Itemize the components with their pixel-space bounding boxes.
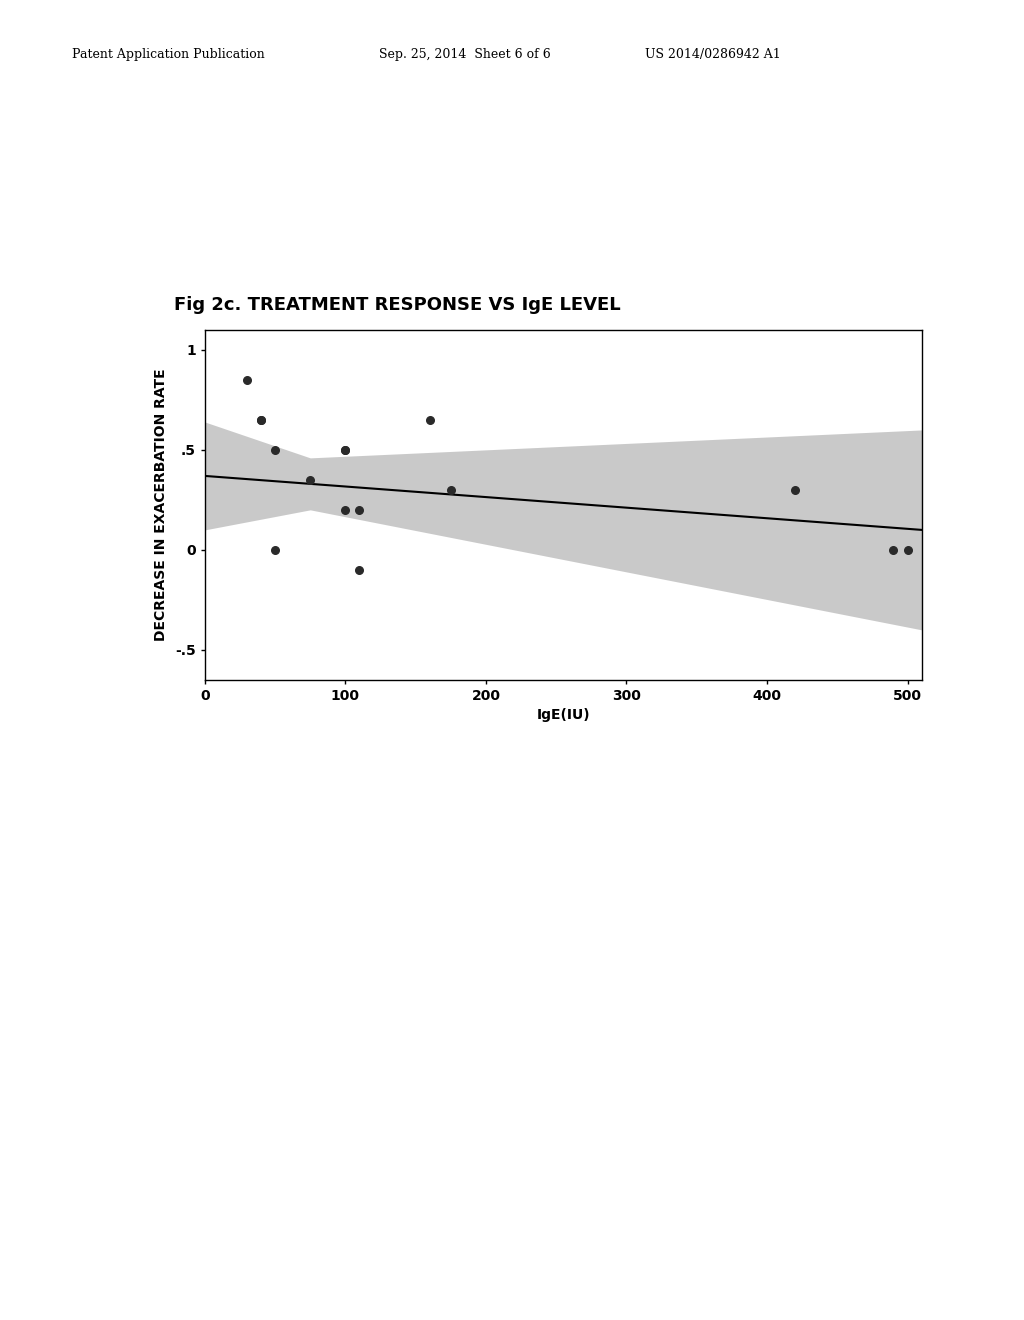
Point [337,440,353,461]
Text: Patent Application Publication: Patent Application Publication [72,48,264,61]
X-axis label: IgE(IU): IgE(IU) [537,709,590,722]
Point [253,409,269,430]
Text: Sep. 25, 2014  Sheet 6 of 6: Sep. 25, 2014 Sheet 6 of 6 [379,48,551,61]
Text: US 2014/0286942 A1: US 2014/0286942 A1 [645,48,781,61]
Point [786,479,803,500]
Point [351,499,368,520]
Point [253,409,269,430]
Y-axis label: DECREASE IN EXACERBATION RATE: DECREASE IN EXACERBATION RATE [154,368,168,642]
Point [302,470,318,491]
Point [337,440,353,461]
Point [239,370,255,391]
Text: Fig 2c. TREATMENT RESPONSE VS IgE LEVEL: Fig 2c. TREATMENT RESPONSE VS IgE LEVEL [174,296,621,314]
Point [899,540,915,561]
Point [267,440,284,461]
Point [422,409,438,430]
Point [267,540,284,561]
Point [886,540,902,561]
Point [337,499,353,520]
Point [442,479,459,500]
Point [351,560,368,581]
